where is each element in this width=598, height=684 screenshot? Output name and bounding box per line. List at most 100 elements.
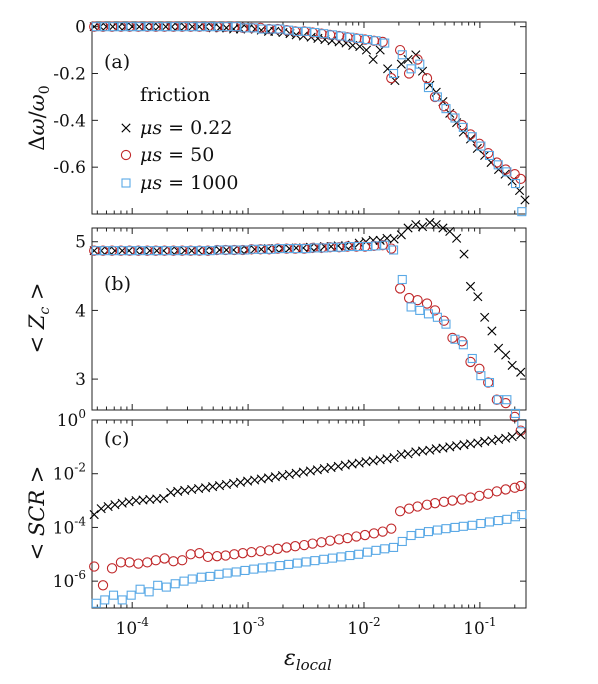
data-point-circle <box>394 283 406 294</box>
data-point-square <box>397 536 407 547</box>
data-point-circle <box>255 244 266 255</box>
data-point-x <box>403 449 413 459</box>
legend-value-2: = 1000 <box>168 172 238 194</box>
data-point-x <box>438 223 448 233</box>
data-point-circle <box>412 501 423 512</box>
y-tick-label: 3 <box>75 370 86 390</box>
data-point-x <box>89 246 99 256</box>
svg-text:μs = 50: μs = 50 <box>140 144 214 166</box>
legend-entry-2: μs = 1000 <box>121 172 238 194</box>
data-point-circle <box>299 539 310 551</box>
data-point-square <box>502 514 512 524</box>
data-point-square <box>222 245 232 255</box>
data-point-square <box>380 240 390 250</box>
y-tick-label: 10-6 <box>53 568 86 592</box>
data-point-circle <box>491 486 502 497</box>
y-tick-label: 0 <box>75 18 86 38</box>
data-point-circle <box>115 245 127 256</box>
data-point-x <box>507 432 517 442</box>
data-point-square <box>222 22 232 32</box>
data-point-square <box>292 244 302 254</box>
data-point-circle <box>421 298 433 309</box>
data-point-circle <box>456 336 468 347</box>
data-point-square <box>284 244 294 254</box>
data-point-square <box>467 353 477 364</box>
panel-c-marks <box>89 420 527 608</box>
data-point-square <box>423 527 434 537</box>
legend-symbol-0: μs <box>140 117 162 139</box>
svg-text:< SCR >: < SCR > <box>25 466 49 561</box>
data-point-circle <box>386 73 397 84</box>
data-point-square <box>144 22 154 32</box>
data-point-circle <box>220 21 231 32</box>
data-point-circle <box>429 91 441 103</box>
data-point-square <box>476 371 486 381</box>
panel-c-ylabel: < SCR > <box>25 466 49 561</box>
data-point-circle <box>377 240 388 251</box>
data-point-square <box>406 64 416 74</box>
legend-value-1: = 50 <box>168 144 214 166</box>
x-tick-label: 10-2 <box>347 615 380 639</box>
y-tick-label: 5 <box>75 233 86 253</box>
data-point-x <box>425 217 435 228</box>
data-point-circle <box>500 484 511 495</box>
data-point-circle <box>403 68 415 79</box>
data-point-circle <box>509 482 520 493</box>
data-point-square <box>415 528 425 538</box>
data-point-circle <box>185 245 196 256</box>
data-point-square <box>144 246 154 256</box>
data-point-circle <box>264 23 275 35</box>
data-point-circle <box>150 245 161 256</box>
data-point-x <box>110 500 120 510</box>
data-point-circle <box>142 245 153 256</box>
data-point-square <box>362 241 372 252</box>
data-point-square <box>336 242 346 252</box>
legend-value-0: = 0.22 <box>168 117 232 139</box>
data-point-square <box>432 525 442 535</box>
data-point-square <box>371 545 381 555</box>
data-point-circle <box>133 558 144 569</box>
data-point-square <box>432 92 442 102</box>
panel-a-frame <box>91 21 527 215</box>
data-point-square <box>380 38 390 48</box>
data-point-x <box>131 495 141 506</box>
data-point-x <box>89 510 99 520</box>
data-point-circle <box>509 169 520 180</box>
data-point-x <box>152 494 162 504</box>
legend-marker-x <box>121 123 131 133</box>
data-point-circle <box>438 315 450 326</box>
data-point-square <box>493 395 503 405</box>
data-point-circle <box>194 548 205 559</box>
data-point-circle <box>281 542 292 553</box>
data-point-x <box>167 22 177 32</box>
data-point-square <box>144 587 154 597</box>
data-point-square <box>319 554 329 564</box>
x-axis-label-sub: local <box>296 656 332 674</box>
data-point-circle <box>177 245 188 256</box>
panel-a-ylabel: Δω/ω0 <box>25 85 53 150</box>
data-point-x <box>425 445 435 455</box>
data-point-square <box>214 569 224 579</box>
data-point-circle <box>229 244 240 256</box>
data-point-x <box>96 504 106 514</box>
svg-text:μs = 1000: μs = 1000 <box>140 172 238 194</box>
data-point-square <box>205 246 215 256</box>
data-point-square <box>327 553 338 563</box>
data-point-circle <box>474 138 485 149</box>
y-tick-label: 10-4 <box>53 514 87 538</box>
data-point-square <box>476 518 486 529</box>
data-point-circle <box>142 21 153 32</box>
data-point-circle <box>194 245 205 256</box>
data-point-x <box>361 457 371 467</box>
y-tick-label: 4 <box>75 301 86 321</box>
data-point-circle <box>316 537 327 548</box>
data-point-circle <box>299 243 310 254</box>
data-point-square <box>205 22 215 32</box>
data-point-circle <box>491 157 502 168</box>
panel-b-y-ticks: 5 4 3 <box>75 233 526 390</box>
data-point-square <box>266 562 276 572</box>
data-point-square <box>415 305 425 315</box>
data-point-x <box>411 219 421 230</box>
data-point-square <box>257 563 267 573</box>
data-point-square <box>161 582 171 592</box>
